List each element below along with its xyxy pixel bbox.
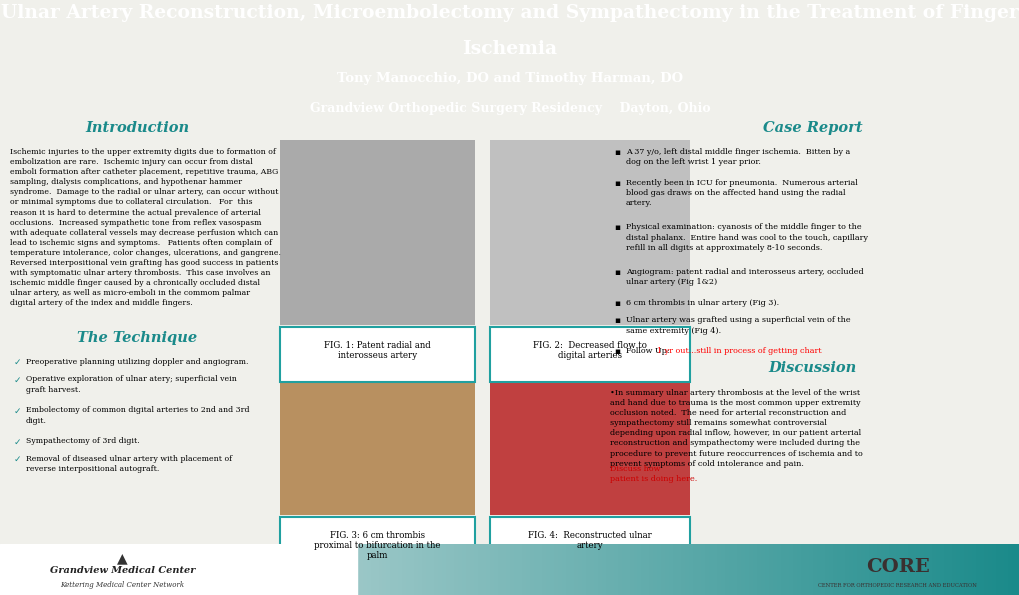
Text: Recently been in ICU for pneumonia.  Numerous arterial
blood gas draws on the af: Recently been in ICU for pneumonia. Nume… [626, 179, 857, 207]
Bar [489, 340, 689, 515]
Text: ▪: ▪ [613, 268, 620, 277]
Text: FIG. 1: Patent radial and
interosseus artery: FIG. 1: Patent radial and interosseus ar… [324, 341, 430, 360]
Text: CORE: CORE [865, 558, 928, 576]
Text: Follow Up:: Follow Up: [626, 347, 672, 355]
Bar [280, 327, 475, 382]
Text: Grandview Medical Center: Grandview Medical Center [50, 566, 195, 575]
Text: ✓: ✓ [14, 375, 21, 384]
Text: Preoperative planning utilizing doppler and angiogram.: Preoperative planning utilizing doppler … [25, 358, 249, 366]
Text: Operative exploration of ulnar atery; superficial vein
graft harvest.: Operative exploration of ulnar atery; su… [25, 375, 236, 394]
Text: Physical examination: cyanosis of the middle finger to the
distal phalanx.  Enti: Physical examination: cyanosis of the mi… [626, 224, 867, 252]
Text: Discuss how
patient is doing here.: Discuss how patient is doing here. [609, 465, 697, 483]
Text: Ischemic injuries to the upper extremity digits due to formation of
embolization: Ischemic injuries to the upper extremity… [10, 148, 280, 308]
Text: ▪: ▪ [613, 224, 620, 233]
Text: ▪: ▪ [613, 347, 620, 356]
Text: ▲: ▲ [117, 552, 127, 566]
Text: Introduction: Introduction [86, 121, 190, 135]
Bar [489, 517, 689, 572]
Text: Ulnar artery was grafted using a superficial vein of the
same extremity (Fig 4).: Ulnar artery was grafted using a superfi… [626, 317, 850, 334]
Text: ✓: ✓ [14, 358, 21, 367]
Text: 1 yr out...still in process of getting chart: 1 yr out...still in process of getting c… [656, 347, 821, 355]
Text: •In summary ulnar artery thrombosis at the level of the wrist
and hand due to tr: •In summary ulnar artery thrombosis at t… [609, 389, 862, 468]
Text: Ulnar Artery Reconstruction, Microembolectomy and Sympathectomy in the Treatment: Ulnar Artery Reconstruction, Microembole… [1, 4, 1018, 22]
Text: ▪: ▪ [613, 148, 620, 157]
Bar [0, 544, 357, 595]
Text: Embolectomy of common digital arteries to 2nd and 3rd
digit.: Embolectomy of common digital arteries t… [25, 406, 250, 425]
Bar [489, 140, 689, 325]
Text: Kettering Medical Center Network: Kettering Medical Center Network [60, 581, 184, 589]
Text: Removal of diseased ulnar artery with placement of
reverse interpositional autog: Removal of diseased ulnar artery with pl… [25, 455, 232, 473]
Text: CENTER FOR ORTHOPEDIC RESEARCH AND EDUCATION: CENTER FOR ORTHOPEDIC RESEARCH AND EDUCA… [817, 583, 976, 588]
Bar [280, 140, 475, 325]
Text: FIG. 3: 6 cm thrombis
proximal to bifurcation in the
palm: FIG. 3: 6 cm thrombis proximal to bifurc… [314, 531, 440, 560]
Bar [280, 340, 475, 515]
Text: ▪: ▪ [613, 299, 620, 308]
Text: Angiogram: patent radial and interosseus artery, occluded
ulnar artery (Fig 1&2): Angiogram: patent radial and interosseus… [626, 268, 863, 286]
Text: ✓: ✓ [14, 437, 21, 446]
Bar [489, 327, 689, 382]
Text: FIG. 4:  Reconstructed ulnar
artery: FIG. 4: Reconstructed ulnar artery [528, 531, 651, 550]
Text: ✓: ✓ [14, 455, 21, 464]
Text: 6 cm thrombis in ulnar artery (Fig 3).: 6 cm thrombis in ulnar artery (Fig 3). [626, 299, 779, 307]
Text: ▪: ▪ [613, 179, 620, 188]
Text: Discussion: Discussion [767, 361, 856, 375]
Text: Sympathectomy of 3rd digit.: Sympathectomy of 3rd digit. [25, 437, 140, 446]
Text: A 37 y/o, left distal middle finger ischemia.  Bitten by a
dog on the left wrist: A 37 y/o, left distal middle finger isch… [626, 148, 850, 166]
Text: ▪: ▪ [613, 317, 620, 325]
Bar [280, 517, 475, 582]
Text: Case Report: Case Report [762, 121, 861, 135]
Text: ✓: ✓ [14, 406, 21, 415]
Text: The Technique: The Technique [77, 331, 198, 345]
Text: Ischemia: Ischemia [462, 40, 557, 58]
Text: Grandview Orthopedic Surgery Residency    Dayton, Ohio: Grandview Orthopedic Surgery Residency D… [310, 102, 709, 115]
Text: Tony Manocchio, DO and Timothy Harman, DO: Tony Manocchio, DO and Timothy Harman, D… [336, 71, 683, 84]
Text: FIG. 2:  Decreased flow to
digital arteries: FIG. 2: Decreased flow to digital arteri… [533, 341, 646, 360]
